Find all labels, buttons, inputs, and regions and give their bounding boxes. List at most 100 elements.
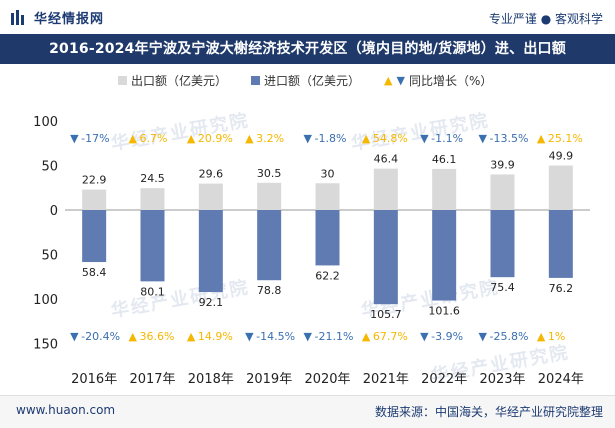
footer: www.huaon.com 数据来源：中国海关，华经产业研究院整理	[0, 395, 615, 428]
growth-up-icon: ▲	[129, 132, 138, 145]
import-bar	[82, 210, 107, 263]
import-bar	[198, 210, 223, 293]
export-value-label: 24.5	[140, 172, 165, 185]
tagline: 专业严谨 ● 客观科学	[488, 12, 603, 26]
legend-growth: ▲ ▼ 同比增长（%）	[384, 72, 492, 89]
legend-growth-label: 同比增长（%）	[408, 74, 493, 88]
import-value-label: 58.4	[82, 266, 107, 279]
footer-url[interactable]: www.huaon.com	[16, 403, 116, 417]
import-value-label: 80.1	[140, 285, 165, 298]
import-growth-label: 14.9%	[198, 330, 233, 343]
import-growth-label: -14.5%	[256, 330, 295, 343]
export-value-label: 29.6	[199, 168, 224, 181]
export-growth-label: -1.1%	[431, 132, 463, 145]
import-value-label: 78.8	[257, 284, 282, 297]
import-growth-label: 67.7%	[373, 330, 408, 343]
growth-down-icon: ▼	[479, 132, 488, 145]
growth-down-icon: ▼	[245, 330, 254, 343]
export-bar	[198, 183, 223, 210]
logo-icon	[11, 9, 24, 25]
growth-up-icon: ▲	[187, 330, 196, 343]
export-growth-label: 20.9%	[198, 132, 233, 145]
x-tick-label: 2020年	[304, 372, 350, 387]
triangle-up-icon: ▲	[384, 74, 393, 87]
import-bar	[490, 210, 515, 278]
growth-up-icon: ▲	[537, 330, 546, 343]
site-name: 华经情报网	[34, 12, 105, 27]
export-bar	[548, 165, 573, 210]
growth-up-icon: ▲	[129, 330, 138, 343]
import-value-label: 105.7	[370, 308, 402, 321]
import-swatch	[251, 76, 261, 85]
y-tick-label: 100	[33, 115, 58, 130]
legend-import-label: 进口额（亿美元）	[264, 74, 361, 88]
import-growth-label: -21.1%	[315, 330, 354, 343]
growth-up-icon: ▲	[537, 132, 546, 145]
export-growth-label: -13.5%	[490, 132, 529, 145]
export-bar	[373, 168, 398, 210]
legend-export: 出口额（亿美元）	[118, 72, 227, 89]
export-value-label: 39.9	[490, 158, 515, 171]
growth-up-icon: ▲	[362, 330, 371, 343]
import-bar	[373, 210, 398, 305]
import-growth-label: 1%	[548, 330, 565, 343]
export-growth-label: 54.8%	[373, 132, 408, 145]
export-bar	[432, 168, 457, 210]
export-growth-label: 3.2%	[256, 132, 284, 145]
y-tick-label: 50	[41, 159, 58, 174]
growth-up-icon: ▲	[245, 132, 254, 145]
growth-down-icon: ▼	[479, 330, 488, 343]
x-tick-label: 2018年	[188, 372, 234, 387]
export-value-label: 30	[321, 167, 335, 180]
top-bar: 华经情报网 专业严谨 ● 客观科学	[0, 0, 615, 34]
y-tick-label: 50	[41, 249, 58, 264]
export-value-label: 46.1	[432, 153, 457, 166]
x-tick-label: 2019年	[246, 372, 292, 387]
import-value-label: 62.2	[315, 269, 340, 282]
import-growth-label: 36.6%	[140, 330, 175, 343]
export-growth-label: 25.1%	[548, 132, 583, 145]
growth-up-icon: ▲	[362, 132, 371, 145]
import-value-label: 76.2	[549, 282, 574, 295]
export-value-label: 46.4	[374, 153, 399, 166]
growth-down-icon: ▼	[420, 132, 429, 145]
x-tick-label: 2022年	[421, 372, 467, 387]
export-growth-label: -1.8%	[315, 132, 347, 145]
import-growth-label: -3.9%	[431, 330, 463, 343]
import-growth-label: -25.8%	[490, 330, 529, 343]
export-bar	[315, 183, 340, 210]
growth-down-icon: ▼	[70, 132, 79, 145]
export-bar	[257, 182, 282, 210]
import-growth-label: -20.4%	[81, 330, 120, 343]
export-bar	[140, 188, 165, 210]
export-growth-label: 6.7%	[140, 132, 168, 145]
export-swatch	[118, 76, 127, 85]
growth-down-icon: ▼	[304, 132, 313, 145]
site-logo[interactable]: 华经情报网	[10, 8, 104, 27]
export-growth-label: -17%	[81, 132, 109, 145]
export-bar	[490, 174, 515, 210]
growth-down-icon: ▼	[304, 330, 313, 343]
x-tick-label: 2017年	[129, 372, 175, 387]
growth-up-icon: ▲	[187, 132, 196, 145]
import-value-label: 75.4	[490, 281, 515, 294]
export-value-label: 49.9	[549, 150, 574, 163]
footer-source: 数据来源：中国海关，华经产业研究院整理	[374, 405, 603, 419]
x-tick-label: 2024年	[538, 372, 584, 387]
x-tick-label: 2021年	[363, 372, 409, 387]
import-bar	[315, 210, 340, 266]
import-bar	[257, 210, 282, 281]
export-value-label: 30.5	[257, 167, 282, 180]
import-bar	[548, 210, 573, 278]
x-tick-label: 2023年	[479, 372, 525, 387]
growth-down-icon: ▼	[70, 330, 79, 343]
import-value-label: 92.1	[199, 296, 224, 309]
chart-legend: 出口额（亿美元） 进口额（亿美元） ▲ ▼ 同比增长（%）	[118, 72, 492, 89]
growth-down-icon: ▼	[420, 330, 429, 343]
export-bar	[82, 189, 107, 210]
legend-import: 进口额（亿美元）	[251, 72, 360, 89]
x-tick-label: 2016年	[71, 372, 117, 387]
triangle-down-icon: ▼	[396, 74, 405, 87]
import-bar	[432, 210, 457, 301]
